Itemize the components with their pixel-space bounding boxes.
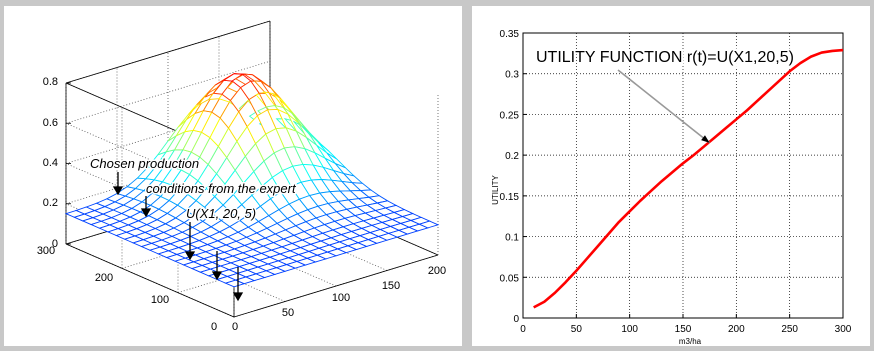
- x-tick-label: 100: [332, 292, 350, 304]
- annotation-arrowhead: [701, 135, 710, 143]
- y-tick-label: 300: [37, 245, 55, 257]
- annotation-group: Chosen production conditions from the ex…: [89, 155, 298, 302]
- x-tick-label: 200: [728, 324, 745, 335]
- y-tick-label: 0.05: [500, 273, 520, 284]
- x-tick-label: 150: [382, 280, 400, 292]
- z-tick-label: 0.2: [43, 197, 58, 209]
- z-tick-label: 0.6: [43, 117, 58, 129]
- x-tick-label: 50: [571, 324, 583, 335]
- utility-line-chart: 0 50 100 150 200 250 300 0 0.05 0.1 0.15 0.2 0.25 0.3…: [468, 0, 874, 351]
- x-tick-label: 250: [781, 324, 798, 335]
- y-tick-label: 0.2: [505, 151, 519, 162]
- x-tick-label: 150: [675, 324, 692, 335]
- surface-plot: 0 0.2 0.4 0.6 0.8 0 100 200 300 0 50 100…: [0, 0, 468, 351]
- surface-mesh: [64, 73, 440, 288]
- annotation-arrow: [617, 69, 711, 144]
- chart-ticks: 0 50 100 150 200 250 300 0 0.05 0.1 0.15 0.2 0.25 0.3…: [500, 29, 852, 335]
- y-tick-label: 0: [513, 314, 519, 325]
- z-tick-label: 0.4: [43, 157, 58, 169]
- x-tick-label: 200: [428, 265, 446, 277]
- y-tick-label: 0.35: [500, 29, 520, 40]
- x-axis-label: m3/ha: [679, 337, 702, 346]
- y-tick-label: 100: [151, 294, 169, 306]
- x-tick-label: 50: [282, 307, 294, 319]
- chart-series: [533, 48, 844, 309]
- y-tick-label: 0: [211, 321, 217, 333]
- x-tick-label: 0: [520, 324, 526, 335]
- annotation-arrows: [112, 172, 244, 302]
- annotation-line-2: conditions from the expert: [146, 181, 297, 196]
- z-tick-label: 0.8: [43, 76, 58, 88]
- y-tick-label: 200: [95, 272, 113, 284]
- z-tick-label: 0: [52, 238, 58, 250]
- y-tick-label: 0.3: [505, 70, 519, 81]
- x-tick-label: 0: [232, 321, 238, 333]
- utility-series-line: [533, 48, 844, 309]
- x-tick-label: 100: [621, 324, 638, 335]
- x-tick-label: 300: [835, 324, 852, 335]
- chart-title: UTILITY FUNCTION r(t)=U(X1,20,5): [536, 49, 794, 66]
- y-tick-label: 0.1: [505, 233, 519, 244]
- y-tick-label: 0.15: [500, 192, 520, 203]
- annotation-line-1: Chosen production: [90, 156, 199, 171]
- surface-ticks: 0 0.2 0.4 0.6 0.8 0 100 200 300 0 50 100…: [37, 76, 446, 333]
- y-axis-label: UTILITY: [491, 174, 500, 204]
- surface-cell: [418, 220, 440, 229]
- annotation-line-3: U(X1, 20, 5): [186, 206, 256, 221]
- y-tick-label: 0.25: [500, 110, 520, 121]
